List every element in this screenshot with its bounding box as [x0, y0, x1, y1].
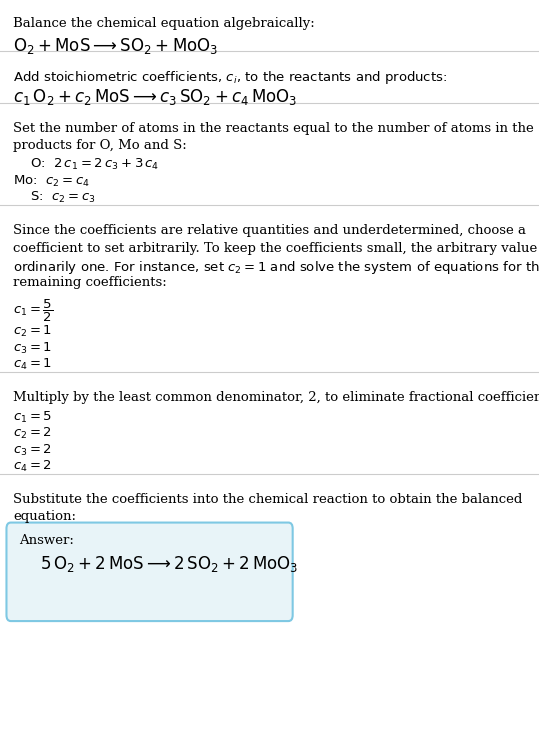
Text: Answer:: Answer:: [19, 533, 74, 547]
Text: Mo:  $c_2 = c_4$: Mo: $c_2 = c_4$: [13, 174, 91, 189]
Text: equation:: equation:: [13, 511, 77, 523]
Text: $c_2 = 1$: $c_2 = 1$: [13, 324, 52, 339]
Text: products for O, Mo and S:: products for O, Mo and S:: [13, 139, 187, 152]
Text: O:  $2\,c_1 = 2\,c_3 + 3\,c_4$: O: $2\,c_1 = 2\,c_3 + 3\,c_4$: [30, 157, 159, 172]
Text: coefficient to set arbitrarily. To keep the coefficients small, the arbitrary va: coefficient to set arbitrarily. To keep …: [13, 241, 539, 254]
Text: $c_4 = 1$: $c_4 = 1$: [13, 357, 52, 372]
Text: remaining coefficients:: remaining coefficients:: [13, 276, 167, 290]
Text: Multiply by the least common denominator, 2, to eliminate fractional coefficient: Multiply by the least common denominator…: [13, 391, 539, 405]
Text: Add stoichiometric coefficients, $c_i$, to the reactants and products:: Add stoichiometric coefficients, $c_i$, …: [13, 68, 448, 86]
Text: $c_2 = 2$: $c_2 = 2$: [13, 426, 52, 441]
Text: Since the coefficients are relative quantities and underdetermined, choose a: Since the coefficients are relative quan…: [13, 224, 527, 237]
Text: $c_4 = 2$: $c_4 = 2$: [13, 459, 52, 475]
Text: $5\,\mathrm{O_2} + 2\,\mathrm{MoS} \longrightarrow 2\,\mathrm{SO_2} + 2\,\mathrm: $5\,\mathrm{O_2} + 2\,\mathrm{MoS} \long…: [40, 554, 299, 575]
Text: $c_3 = 1$: $c_3 = 1$: [13, 341, 52, 356]
Text: Set the number of atoms in the reactants equal to the number of atoms in the: Set the number of atoms in the reactants…: [13, 122, 534, 135]
Text: ordinarily one. For instance, set $c_2 = 1$ and solve the system of equations fo: ordinarily one. For instance, set $c_2 =…: [13, 259, 539, 276]
Text: $c_1 = \dfrac{5}{2}$: $c_1 = \dfrac{5}{2}$: [13, 298, 54, 324]
Text: S:  $c_2 = c_3$: S: $c_2 = c_3$: [30, 190, 95, 205]
Text: $c_3 = 2$: $c_3 = 2$: [13, 442, 52, 458]
Text: $c_1\,\mathrm{O_2} + c_2\,\mathrm{MoS} \longrightarrow c_3\,\mathrm{SO_2} + c_4\: $c_1\,\mathrm{O_2} + c_2\,\mathrm{MoS} \…: [13, 87, 298, 107]
Text: Balance the chemical equation algebraically:: Balance the chemical equation algebraica…: [13, 17, 315, 29]
FancyBboxPatch shape: [6, 523, 293, 621]
Text: Substitute the coefficients into the chemical reaction to obtain the balanced: Substitute the coefficients into the che…: [13, 493, 523, 506]
Text: $\mathrm{O_2 + MoS} \longrightarrow \mathrm{SO_2 + MoO_3}$: $\mathrm{O_2 + MoS} \longrightarrow \mat…: [13, 35, 219, 56]
Text: $c_1 = 5$: $c_1 = 5$: [13, 409, 53, 425]
